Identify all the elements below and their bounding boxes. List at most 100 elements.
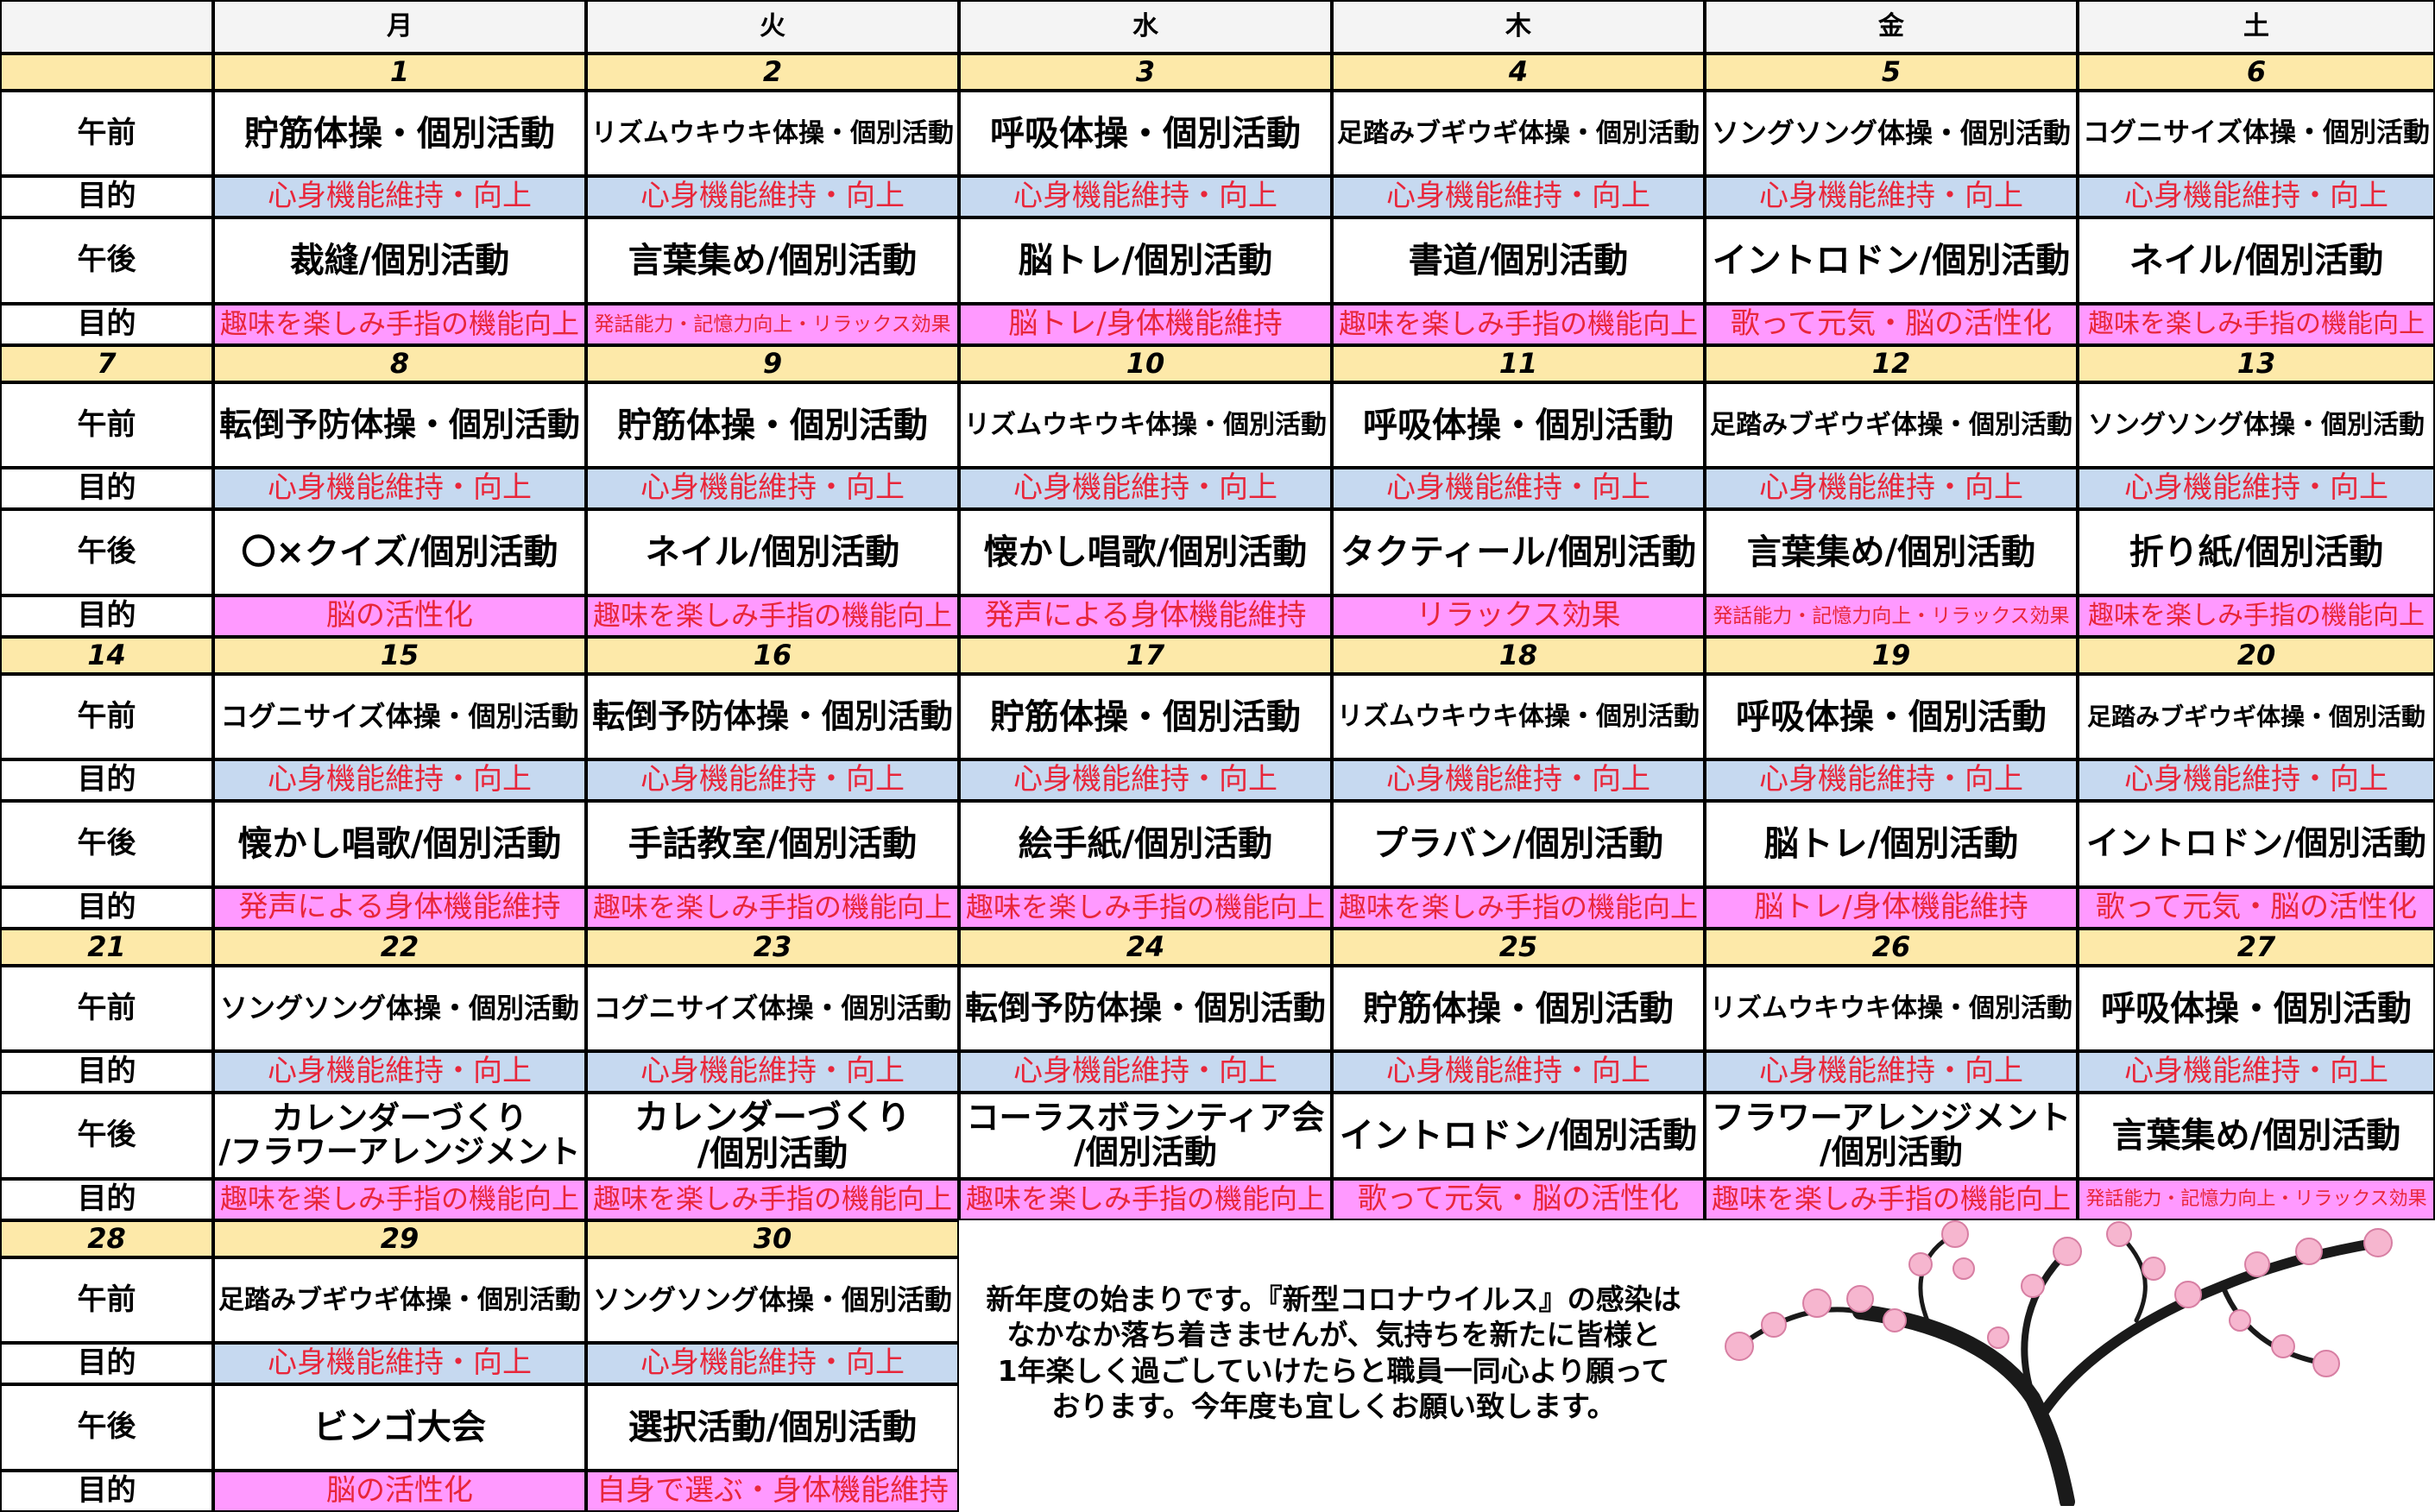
row-label: 午後 — [0, 1384, 213, 1471]
date-text: 11 — [1498, 346, 1538, 380]
goal-text: 趣味を楽しみ手指の機能向上 — [965, 1182, 1325, 1216]
goal: 心身機能維持・向上 — [959, 468, 1332, 509]
activity-text: 足踏みブギウギ体操・個別活動 — [1337, 117, 1700, 148]
goal-text: 心身機能維持・向上 — [640, 179, 905, 214]
row-label: 午前 — [0, 674, 213, 759]
activity: フラワーアレンジメント /個別活動 — [1705, 1093, 2078, 1179]
day-header-text: 月 — [387, 11, 413, 42]
activity: コグニサイズ体操・個別活動 — [2078, 91, 2435, 176]
activity-text: プラバン/個別活動 — [1372, 824, 1664, 864]
date: 12 — [1705, 345, 2078, 382]
goal-text: 心身機能維持・向上 — [1013, 470, 1277, 506]
goal-text: 発話能力・記憶力向上・リラックス効果 — [594, 312, 951, 336]
activity: 絵手紙/個別活動 — [959, 801, 1332, 887]
date: 17 — [959, 637, 1332, 674]
date: 13 — [2078, 345, 2435, 382]
goal-text: 心身機能維持・向上 — [640, 762, 905, 797]
date-text: 26 — [1871, 929, 1911, 963]
goal: 心身機能維持・向上 — [213, 759, 586, 801]
row-label-text: 午後 — [77, 1409, 136, 1445]
date: 23 — [586, 929, 959, 966]
goal-text: 脳の活性化 — [326, 1473, 473, 1509]
day-header: 火 — [586, 0, 959, 54]
goal: 発話能力・記憶力向上・リラックス効果 — [2078, 1179, 2435, 1220]
activity-text: 貯筋体操・個別活動 — [244, 113, 555, 154]
day-header: 木 — [1332, 0, 1705, 54]
goal-text: 心身機能維持・向上 — [2124, 762, 2388, 797]
activity-text: リズムウキウキ体操・個別活動 — [591, 117, 954, 148]
activity: 転倒予防体操・個別活動 — [959, 966, 1332, 1051]
goal: 歌って元気・脳の活性化 — [1332, 1179, 1705, 1220]
row-label: 目的 — [0, 176, 213, 217]
date: 24 — [959, 929, 1332, 966]
activity-text: イントロドン/個別活動 — [1712, 241, 2071, 280]
date-text: 25 — [1498, 929, 1538, 963]
goal-text: 心身機能維持・向上 — [1759, 179, 2023, 214]
row-label: 目的 — [0, 595, 213, 637]
goal: 心身機能維持・向上 — [959, 759, 1332, 801]
activity: 脳トレ/個別活動 — [959, 217, 1332, 304]
date-text: 5 — [1881, 54, 1902, 88]
message: 新年度の始まりです。『新型コロナウイルス』の感染は なかなか落ち着きませんが、気… — [986, 1282, 1681, 1423]
row-label: 目的 — [0, 1471, 213, 1512]
activity: カレンダーづくり /個別活動 — [586, 1093, 959, 1179]
goal: 趣味を楽しみ手指の機能向上 — [586, 595, 959, 637]
row-label-text: 午前 — [77, 1282, 136, 1317]
row-label-text: 午前 — [77, 990, 136, 1025]
activity-text: ソングソング体操・個別活動 — [2088, 409, 2425, 440]
activity: 〇×クイズ/個別活動 — [213, 509, 586, 595]
goal-text: 心身機能維持・向上 — [268, 762, 532, 797]
activity-text: 転倒予防体操・個別活動 — [591, 696, 953, 735]
activity-text: 手話教室/個別活動 — [628, 824, 918, 864]
activity: リズムウキウキ体操・個別活動 — [1705, 966, 2078, 1051]
date-text: 2 — [762, 54, 783, 88]
activity-text: 貯筋体操・個別活動 — [617, 405, 928, 445]
date: 21 — [0, 929, 213, 966]
activity-text: 呼吸体操・個別活動 — [1736, 696, 2047, 737]
row-label: 目的 — [0, 887, 213, 929]
date: 22 — [213, 929, 586, 966]
row-label-text: 午後 — [77, 826, 136, 861]
activity: リズムウキウキ体操・個別活動 — [959, 382, 1332, 468]
date-text: 24 — [1126, 929, 1165, 963]
goal-text: 趣味を楽しみ手指の機能向上 — [2088, 309, 2425, 340]
goal-text: 心身機能維持・向上 — [2124, 470, 2388, 506]
row-label: 午前 — [0, 1257, 213, 1343]
goal: 脳の活性化 — [213, 595, 586, 637]
goal-text: 自身で選ぶ・身体機能維持 — [596, 1473, 949, 1509]
activity: 言葉集め/個別活動 — [1705, 509, 2078, 595]
row-label-text: 午後 — [77, 243, 136, 278]
activity-text: 足踏みブギウギ体操・個別活動 — [218, 1284, 581, 1315]
goal-text: 心身機能維持・向上 — [640, 470, 905, 506]
date-text: 9 — [762, 346, 783, 380]
activity-text: 呼吸体操・個別活動 — [990, 113, 1301, 154]
goal: 心身機能維持・向上 — [1705, 468, 2078, 509]
activity-text: 貯筋体操・個別活動 — [1363, 988, 1674, 1029]
row-label-text: 目的 — [77, 1181, 136, 1217]
date-text: 4 — [1508, 54, 1529, 88]
goal-text: 心身機能維持・向上 — [1386, 762, 1650, 797]
activity: 手話教室/個別活動 — [586, 801, 959, 887]
date: 26 — [1705, 929, 2078, 966]
goal-text: 脳トレ/身体機能維持 — [1008, 306, 1283, 342]
goal-text: 心身機能維持・向上 — [1386, 179, 1650, 214]
activity: 言葉集め/個別活動 — [586, 217, 959, 304]
activity-text: 言葉集め/個別活動 — [1746, 532, 2036, 572]
goal: 脳トレ/身体機能維持 — [1705, 887, 2078, 929]
activity-text: カレンダーづくり /個別活動 — [634, 1098, 911, 1174]
goal-text: 心身機能維持・向上 — [640, 1054, 905, 1089]
cherry-tree — [1725, 1220, 2393, 1506]
goal: 心身機能維持・向上 — [2078, 176, 2435, 217]
activity: 足踏みブギウギ体操・個別活動 — [1705, 382, 2078, 468]
activity: 呼吸体操・個別活動 — [959, 91, 1332, 176]
goal-text: 発話能力・記憶力向上・リラックス効果 — [2085, 1188, 2427, 1211]
goal-text: 心身機能維持・向上 — [268, 470, 532, 506]
activity: 呼吸体操・個別活動 — [1332, 382, 1705, 468]
date: 28 — [0, 1220, 213, 1257]
date-text: 15 — [380, 638, 420, 671]
date-text: 18 — [1498, 638, 1538, 671]
day-header-text: 木 — [1505, 11, 1531, 42]
activity-text: 転倒予防体操・個別活動 — [218, 405, 580, 444]
activity-text: 言葉集め/個別活動 — [628, 241, 918, 280]
activity-text: リズムウキウキ体操・個別活動 — [964, 409, 1327, 440]
